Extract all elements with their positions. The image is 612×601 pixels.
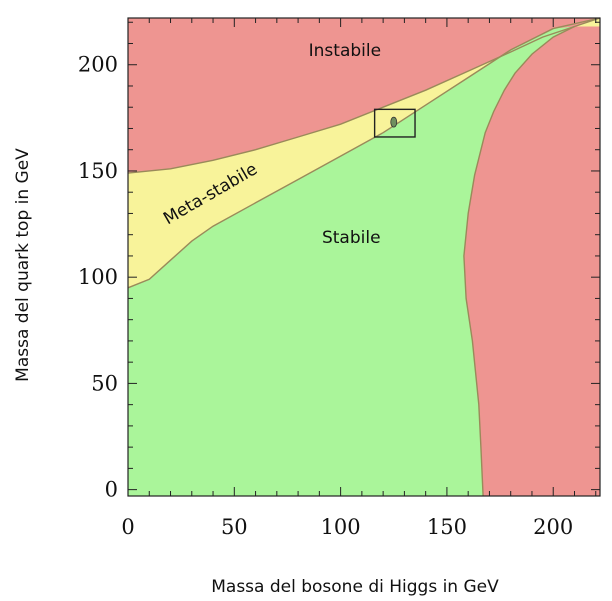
- y-tick-label: 150: [78, 159, 118, 183]
- boundary-stabile-right: [463, 25, 575, 497]
- boundary-instabile-meta: [127, 17, 601, 174]
- x-axis-title: Massa del bosone di Higgs in GeV: [211, 577, 499, 597]
- y-tick-label: 100: [78, 265, 118, 289]
- y-tick-label: 50: [91, 371, 118, 395]
- y-tick-label: 0: [105, 478, 118, 502]
- x-tick-label: 150: [427, 515, 467, 539]
- x-tick-label: 200: [533, 515, 573, 539]
- highlight-layer: [373, 108, 416, 138]
- region-label-instabile: Instabile: [309, 41, 381, 61]
- boundary-meta-stabile: [127, 17, 601, 289]
- x-tick-label: 100: [321, 515, 361, 539]
- ticks-layer: 0 50 100 150 200 0 50 100 150 200: [78, 18, 600, 539]
- y-tick-label: 200: [78, 53, 118, 77]
- x-tick-label: 0: [121, 515, 134, 539]
- measured-point-marker: [390, 116, 398, 128]
- region-instabile-right: [463, 26, 600, 496]
- highlight-box: [373, 108, 416, 138]
- region-stabile: [128, 26, 575, 496]
- region-label-stabile: Stabile: [322, 228, 381, 248]
- plot-frame: [127, 17, 601, 497]
- y-axis-title: Massa del quark top in GeV: [13, 148, 33, 382]
- x-tick-label: 50: [221, 515, 248, 539]
- regions-layer: [128, 18, 600, 496]
- boundaries-layer: [127, 17, 601, 497]
